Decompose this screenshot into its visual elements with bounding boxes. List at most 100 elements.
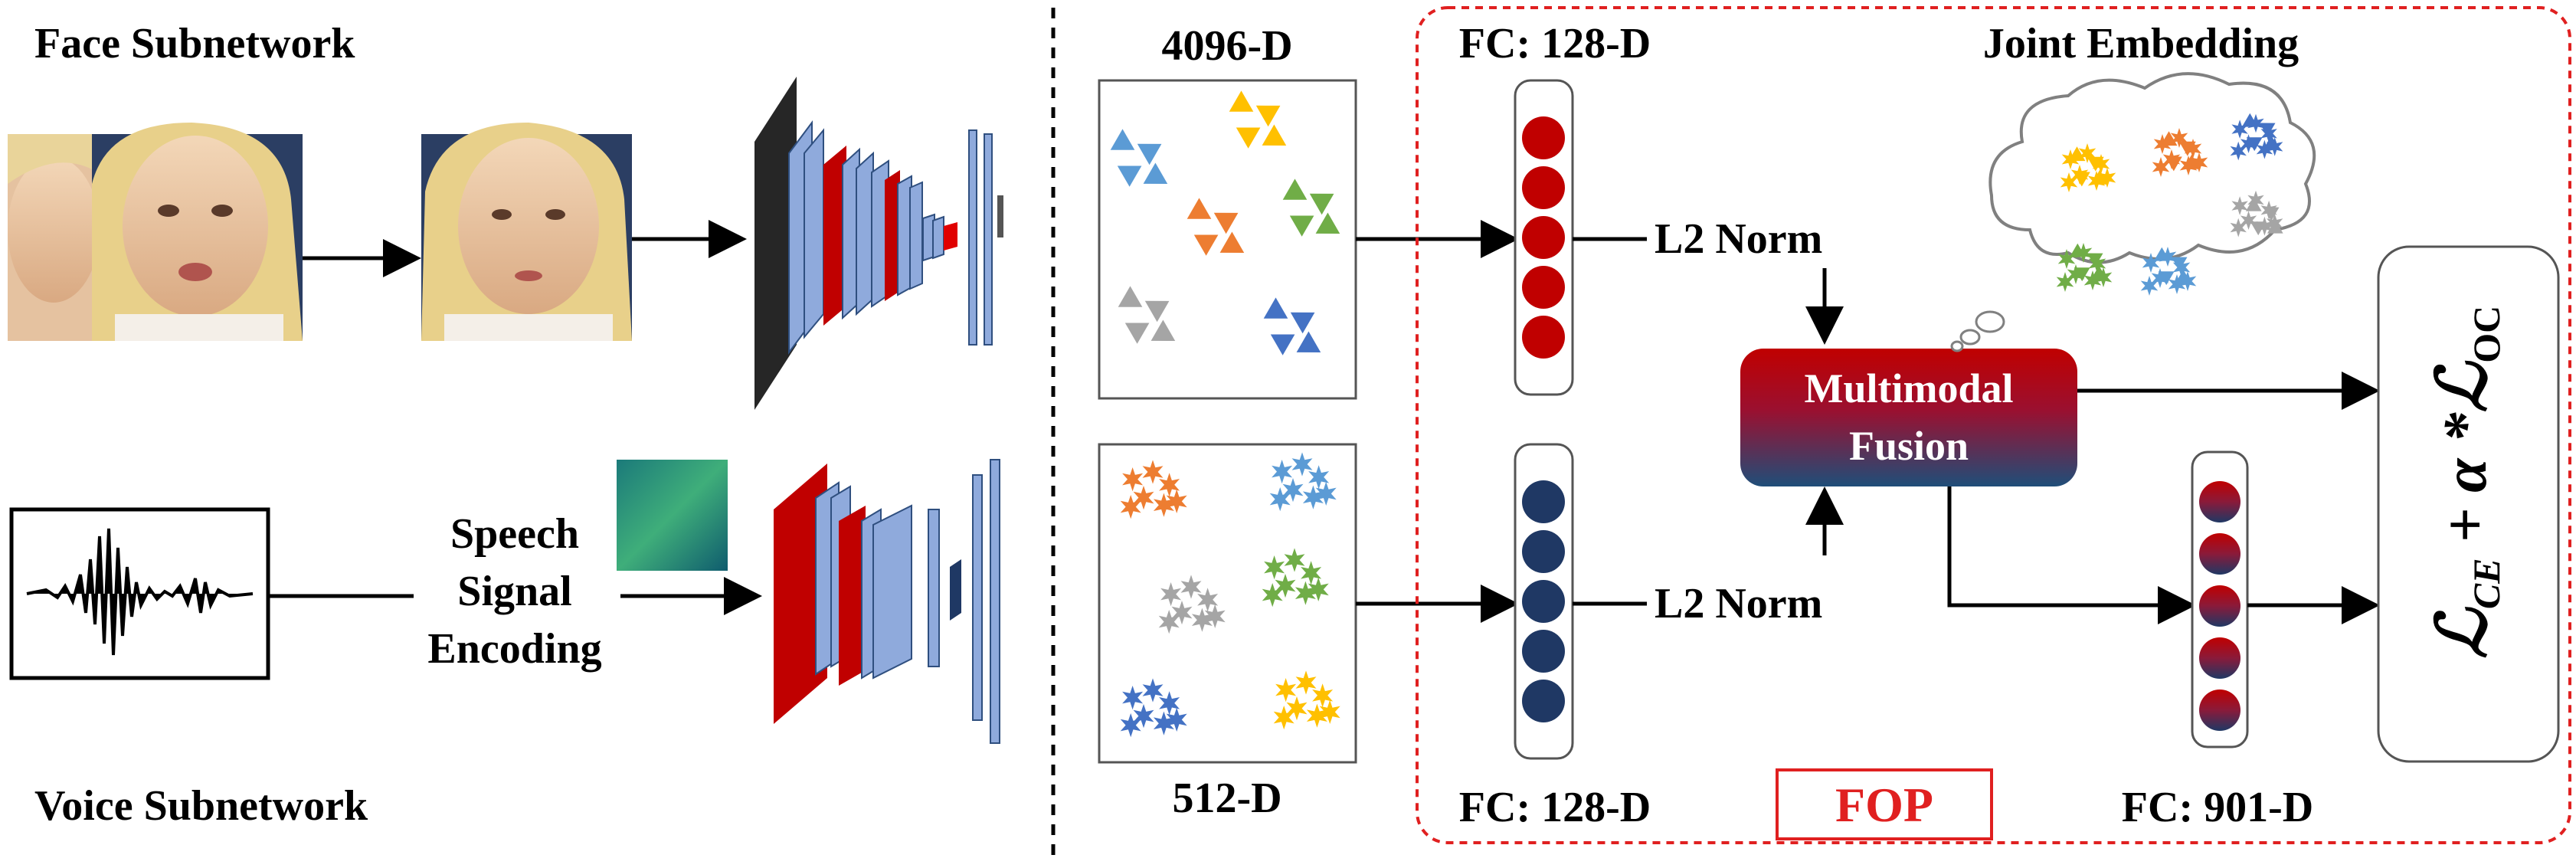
star-marker xyxy=(1282,478,1304,503)
fusion-label-1: Multimodal xyxy=(1804,365,2013,411)
star-marker xyxy=(1275,574,1296,598)
neuron-node xyxy=(1522,216,1565,259)
speech-label-3: Encoding xyxy=(427,625,601,673)
star-marker xyxy=(2231,196,2248,215)
spectrogram-icon xyxy=(617,460,728,571)
star-marker xyxy=(2172,257,2191,277)
triangle-marker xyxy=(2178,141,2196,156)
star-marker xyxy=(2240,134,2257,153)
triangle-marker xyxy=(1270,334,1295,355)
waveform-icon xyxy=(9,507,270,680)
triangle-marker xyxy=(1290,312,1315,334)
star-marker xyxy=(1308,577,1329,601)
face-photo-icon xyxy=(421,123,632,341)
star-marker xyxy=(1153,711,1174,735)
triangle-marker xyxy=(2068,146,2086,162)
star-marker xyxy=(2083,270,2102,290)
fc-fused-label: FC: 901-D xyxy=(2122,784,2313,831)
star-marker xyxy=(1272,460,1293,484)
triangle-marker xyxy=(1263,297,1288,319)
star-marker xyxy=(2088,254,2106,274)
voice-fc-nodes xyxy=(1522,480,1565,722)
face-subnetwork-title: Face Subnetwork xyxy=(34,20,355,67)
star-marker xyxy=(2140,276,2159,296)
triangle-marker xyxy=(1144,300,1170,323)
star-marker xyxy=(1197,588,1219,612)
star-marker xyxy=(2057,249,2076,269)
star-marker xyxy=(1122,686,1144,710)
star-marker xyxy=(1295,581,1316,605)
triangle-marker xyxy=(1110,129,1135,150)
triangle-marker xyxy=(2259,123,2276,137)
triangle-marker xyxy=(2267,219,2283,234)
neuron-node xyxy=(1522,166,1565,209)
triangle-marker xyxy=(1143,162,1168,184)
fusion-to-fc-arrow xyxy=(1947,486,2196,624)
triangle-marker xyxy=(1193,234,1219,256)
neuron-node xyxy=(1522,116,1565,159)
star-marker xyxy=(1284,548,1305,572)
star-marker xyxy=(1133,704,1154,729)
star-marker xyxy=(2168,274,2186,294)
neuron-node xyxy=(2199,533,2240,575)
star-marker xyxy=(1262,583,1283,608)
star-marker xyxy=(2247,190,2264,210)
triangle-marker xyxy=(2246,137,2263,152)
triangle-marker xyxy=(2087,253,2103,267)
loss-symbol-1: ℒ xyxy=(2425,607,2501,659)
joint-embedding-title: Joint Embedding xyxy=(1983,20,2299,67)
star-marker xyxy=(1273,706,1295,730)
star-marker xyxy=(1269,487,1291,512)
triangle-marker xyxy=(2263,135,2280,149)
star-marker xyxy=(2190,152,2208,172)
triangle-marker xyxy=(1187,198,1212,219)
triangle-marker xyxy=(2183,154,2201,169)
triangle-marker xyxy=(2160,131,2178,146)
star-marker xyxy=(2092,154,2110,174)
star-marker xyxy=(2170,128,2188,148)
star-marker xyxy=(2256,216,2273,236)
star-marker xyxy=(2098,168,2116,188)
neuron-node xyxy=(1522,266,1565,309)
star-marker xyxy=(2152,157,2170,177)
loss-operator: + α * xyxy=(2432,412,2499,558)
triangle-marker xyxy=(1124,323,1150,344)
loss-formula: ℒCE + α *ℒOC xyxy=(2425,306,2508,659)
loss-sub-ce: CE xyxy=(2465,558,2508,609)
triangle-marker xyxy=(2171,257,2188,271)
triangle-marker xyxy=(1151,319,1176,341)
neuron-node xyxy=(2199,481,2240,522)
triangle-marker xyxy=(1296,331,1321,352)
star-marker xyxy=(1122,467,1144,492)
star-marker xyxy=(1158,610,1180,634)
neuron-node xyxy=(1522,680,1565,722)
face-cnn-icon xyxy=(754,77,1003,410)
fop-label: FOP xyxy=(1835,778,1933,832)
l2-norm-bottom: L2 Norm xyxy=(1655,580,1822,627)
star-marker xyxy=(1286,696,1308,721)
triangle-marker xyxy=(1229,90,1254,112)
star-marker xyxy=(1120,713,1141,738)
fop-label-box xyxy=(1776,768,1993,840)
fused-fc-nodes xyxy=(2199,481,2240,731)
star-marker xyxy=(1204,604,1226,628)
triangle-marker xyxy=(2245,197,2262,211)
star-marker xyxy=(2230,218,2247,237)
triangle-marker xyxy=(1255,105,1281,127)
speech-label-1: Speech xyxy=(450,510,579,558)
speech-label-2: Signal xyxy=(457,568,571,615)
star-marker xyxy=(1180,575,1202,599)
star-marker xyxy=(1191,608,1213,632)
star-marker xyxy=(1264,555,1285,580)
star-marker xyxy=(1291,452,1313,477)
triangle-marker xyxy=(1213,212,1239,234)
triangle-marker xyxy=(1219,231,1245,253)
multimodal-fusion-box xyxy=(1740,349,2077,486)
star-marker xyxy=(2067,264,2085,284)
triangle-marker xyxy=(1137,143,1162,165)
neuron-node xyxy=(1522,630,1565,673)
voice-cnn-icon xyxy=(774,459,1000,744)
star-marker xyxy=(2231,120,2248,139)
triangle-marker xyxy=(1315,212,1340,234)
